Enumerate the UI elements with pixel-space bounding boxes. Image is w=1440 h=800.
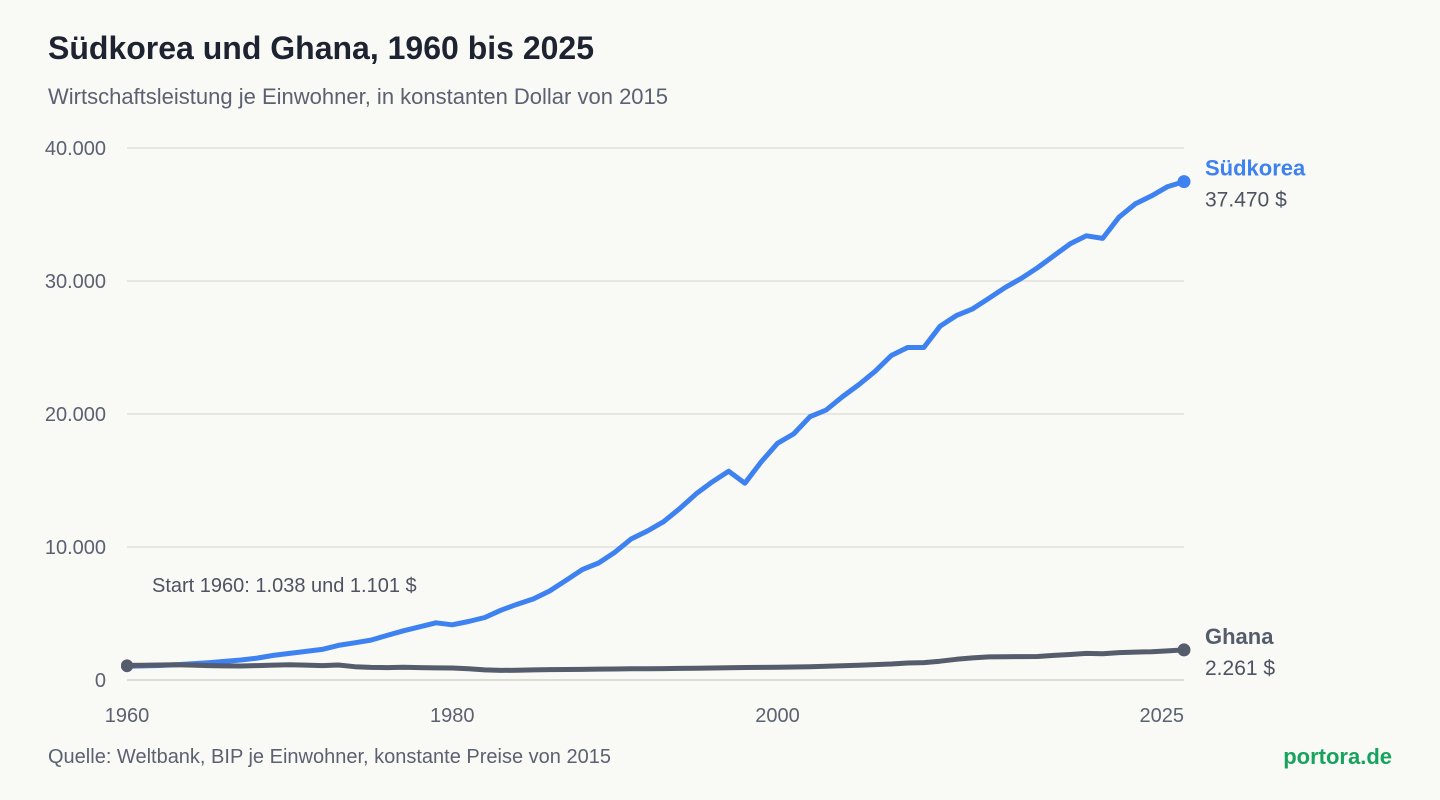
x-tick-label: 2000: [755, 705, 800, 727]
y-tick-label: 10.000: [45, 537, 106, 559]
series-line-1: [124, 647, 1187, 673]
x-tick-label: 1960: [105, 705, 150, 727]
end-labels: Südkorea 37.470 $ Ghana 2.261 $: [1205, 156, 1306, 680]
y-tick-label: 40.000: [45, 138, 106, 160]
series-layer: [121, 175, 1191, 673]
series-start-point-1: [121, 659, 133, 672]
chart-subtitle: Wirtschaftsleistung je Einwohner, in kon…: [48, 84, 669, 109]
y-axis: 0 10.000 20.000 30.000 40.000: [45, 138, 106, 692]
grid-layer: [127, 147, 1184, 681]
x-tick-label: 2025: [1140, 705, 1185, 727]
start-annotation: Start 1960: 1.038 und 1.101 $: [152, 575, 417, 597]
series-line-0: [124, 179, 1187, 669]
series-end-point-0: [1177, 175, 1191, 189]
series-value-label: 2.261 $: [1205, 657, 1275, 680]
x-axis: 1960 1980 2000 2025: [105, 705, 1184, 727]
series-value-label: 37.470 $: [1205, 189, 1287, 212]
y-tick-label: 0: [95, 670, 106, 692]
source-note: Quelle: Weltbank, BIP je Einwohner, kons…: [48, 746, 611, 768]
series-name-label: Ghana: [1205, 624, 1274, 649]
y-tick-label: 20.000: [45, 404, 106, 426]
series-name-label: Südkorea: [1205, 156, 1306, 181]
series-end-point-1: [1177, 643, 1191, 657]
x-tick-label: 1980: [430, 705, 475, 727]
y-tick-label: 30.000: [45, 271, 106, 293]
brand-link[interactable]: portora.de: [1283, 744, 1392, 769]
chart-title: Südkorea und Ghana, 1960 bis 2025: [48, 30, 594, 66]
